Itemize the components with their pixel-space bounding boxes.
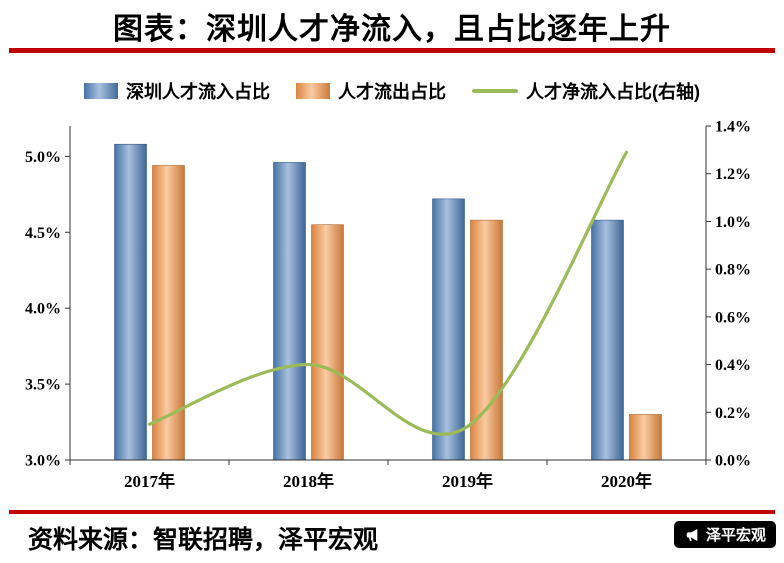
right-axis-tick: 0.8% xyxy=(715,262,751,279)
right-axis-tick: 1.0% xyxy=(715,214,751,231)
chart-canvas: 3.0% 3.5% 4.0% 4.5% 5.0% 0.0% 0.2% 0.4% 0.6% 0.8%… xyxy=(25,119,751,492)
x-axis-label: 2017年 xyxy=(124,471,175,491)
chart-title: 图表：深圳人才净流入，且占比逐年上升 xyxy=(113,13,671,46)
net-inflow-line xyxy=(147,150,629,436)
bottom-rule xyxy=(9,510,775,514)
top-rule xyxy=(9,48,775,53)
legend-swatch-inflow xyxy=(84,83,118,99)
bar-inflow-2017年 xyxy=(114,143,147,461)
brand-badge: 泽平宏观 xyxy=(673,521,776,548)
right-axis-tick: 1.2% xyxy=(715,166,751,183)
right-axis-tick: 0.6% xyxy=(715,309,751,326)
legend-item-inflow: 深圳人才流入占比 xyxy=(84,78,270,104)
x-axis-label: 2020年 xyxy=(601,471,652,491)
right-axis-tick: 0.0% xyxy=(715,453,751,470)
legend-label-inflow: 深圳人才流入占比 xyxy=(126,82,270,102)
source-note: 资料来源：智联招聘，泽平宏观 xyxy=(28,527,379,554)
bar-inflow-2019年 xyxy=(432,198,465,461)
x-axis-label: 2018年 xyxy=(283,471,334,491)
legend-line-net-inflow xyxy=(472,89,518,93)
legend-label-outflow: 人才流出占比 xyxy=(338,82,446,102)
chart-legend: 深圳人才流入占比 人才流出占比 人才净流入占比(右轴) xyxy=(0,78,784,104)
bar-outflow-2018年 xyxy=(311,224,344,461)
bar-inflow-2018年 xyxy=(273,162,306,461)
right-axis-tick: 1.4% xyxy=(715,119,751,136)
megaphone-icon xyxy=(686,528,698,541)
left-axis-tick: 3.5% xyxy=(25,377,61,394)
legend-item-net-inflow: 人才净流入占比(右轴) xyxy=(472,78,700,104)
bar-inflow-2020年 xyxy=(591,219,624,461)
left-axis-tick: 4.5% xyxy=(25,225,61,242)
x-axis-label: 2019年 xyxy=(442,471,493,491)
right-axis-tick: 0.4% xyxy=(715,357,751,374)
left-axis-tick: 5.0% xyxy=(25,149,61,166)
bar-outflow-2020年 xyxy=(629,414,662,461)
left-axis-tick: 4.0% xyxy=(25,301,61,318)
legend-swatch-outflow xyxy=(296,83,330,99)
bar-outflow-2019年 xyxy=(470,219,503,461)
brand-badge-label: 泽平宏观 xyxy=(705,527,766,544)
left-axis-tick: 3.0% xyxy=(25,453,61,470)
legend-item-outflow: 人才流出占比 xyxy=(296,78,446,104)
legend-label-net-inflow: 人才净流入占比(右轴) xyxy=(526,82,700,102)
right-axis-tick: 0.2% xyxy=(715,405,751,422)
